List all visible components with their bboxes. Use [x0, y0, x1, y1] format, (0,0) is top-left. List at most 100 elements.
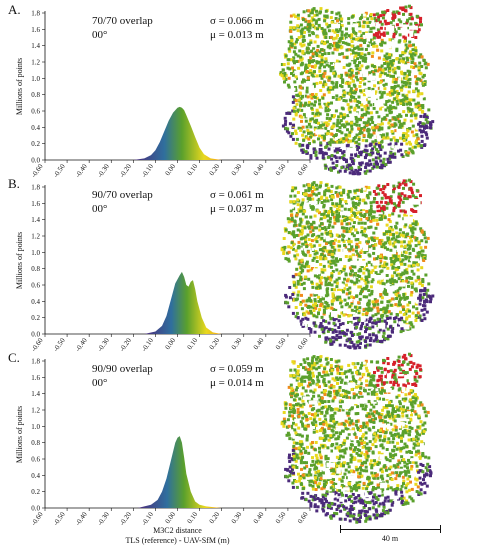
map-point — [417, 142, 421, 146]
map-point — [407, 44, 411, 48]
map-point — [300, 35, 304, 38]
map-point — [392, 35, 396, 39]
map-point — [316, 505, 320, 509]
map-point — [319, 355, 323, 359]
map-gap — [354, 112, 359, 116]
map-point — [388, 38, 392, 42]
map-point — [367, 52, 371, 56]
map-point — [294, 315, 298, 319]
map-point — [414, 49, 418, 53]
map-point — [362, 198, 366, 202]
map-point — [331, 66, 335, 70]
map-point — [380, 71, 384, 74]
map-point — [384, 196, 388, 200]
map-point — [392, 136, 396, 140]
map-point — [421, 296, 425, 300]
map-point — [297, 240, 301, 244]
map-point — [413, 227, 417, 231]
map-point — [356, 373, 360, 377]
map-point — [288, 67, 292, 71]
map-point — [397, 294, 401, 298]
map-point — [317, 408, 321, 412]
map-point — [318, 211, 321, 215]
map-point — [305, 136, 309, 140]
map-point — [375, 201, 379, 204]
map-point — [353, 91, 357, 95]
map-point — [348, 346, 352, 350]
map-point — [357, 443, 361, 447]
map-point — [399, 497, 403, 501]
map-point — [330, 35, 334, 39]
map-point — [377, 156, 381, 160]
map-gap — [410, 258, 420, 262]
map-point — [335, 12, 339, 16]
map-point — [376, 69, 380, 73]
map-point — [299, 220, 303, 224]
map-point — [375, 214, 379, 218]
map-point — [388, 239, 392, 243]
map-point — [335, 59, 339, 63]
map-gap — [395, 243, 401, 246]
map-point — [397, 303, 401, 307]
map-point — [369, 316, 373, 320]
map-point — [359, 341, 362, 345]
map-point — [425, 116, 429, 119]
map-point — [421, 104, 425, 107]
map-point — [368, 419, 372, 423]
map-point — [356, 71, 360, 75]
map-point — [336, 19, 339, 23]
map-point — [288, 453, 291, 457]
map-point — [384, 496, 388, 500]
map-gap — [331, 311, 337, 317]
map-point — [377, 128, 381, 132]
map-point — [316, 48, 320, 52]
map-point — [344, 245, 348, 249]
map-point — [373, 124, 377, 128]
map-point — [322, 438, 326, 442]
map-point — [356, 252, 360, 256]
map-point — [400, 484, 404, 488]
map-point — [296, 191, 300, 194]
map-point — [413, 287, 417, 291]
map-point — [368, 169, 372, 173]
map-point — [295, 137, 299, 141]
map-point — [406, 69, 410, 73]
map-point — [357, 269, 361, 273]
map-point — [332, 389, 336, 393]
map-point — [375, 513, 379, 517]
map-gap — [313, 268, 321, 275]
map-point — [328, 117, 332, 121]
map-point — [401, 414, 405, 418]
map-point — [369, 285, 373, 289]
panel-b: 0.0 0.2 0.4 0.6 0.8 1.0 1.2 1.4 1.6 1.8 -0.60 -0.50… — [0, 176, 480, 351]
map-point — [390, 155, 394, 159]
map-point — [291, 132, 294, 136]
map-point — [405, 46, 409, 50]
map-point — [414, 319, 418, 322]
map-gap — [305, 81, 313, 85]
map-point — [364, 344, 367, 348]
map-point — [377, 192, 381, 196]
map-point — [367, 299, 371, 303]
map-point — [350, 265, 354, 269]
map-point — [306, 233, 310, 237]
map-point — [372, 437, 376, 441]
map-point — [368, 440, 372, 444]
map-point — [297, 472, 300, 476]
map-point — [354, 114, 358, 118]
map-point — [303, 103, 307, 107]
map-point — [408, 178, 411, 182]
x-tick-label: -0.40 — [74, 336, 89, 351]
map-point — [313, 293, 317, 297]
map-point — [317, 121, 321, 125]
map-point — [319, 263, 323, 266]
map-point — [357, 105, 361, 109]
map-point — [388, 119, 392, 123]
map-point — [408, 57, 412, 60]
map-point — [416, 137, 420, 141]
map-point — [319, 298, 322, 302]
map-point — [319, 217, 323, 221]
map-point — [420, 92, 424, 96]
map-point — [374, 139, 378, 143]
map-point — [308, 61, 311, 65]
